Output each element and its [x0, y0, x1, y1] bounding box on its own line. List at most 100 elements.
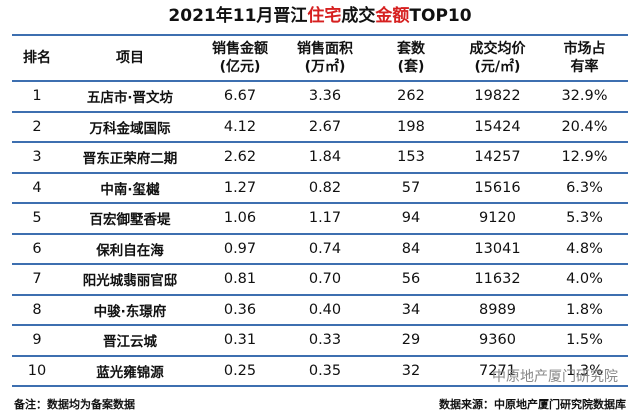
- table-cell: 阳光城翡丽官邸: [62, 263, 198, 296]
- table-cell: 0.82: [282, 171, 368, 204]
- table-cell: 0.31: [198, 324, 282, 357]
- table-cell: 262: [368, 80, 454, 113]
- header-cell: 市场占 有率: [541, 34, 628, 82]
- table-cell: 1.5%: [541, 324, 628, 357]
- table-row: 10 蓝光雍锦源 0.25 0.35 32 7271 1.3%: [12, 354, 628, 387]
- header-cell: 销售金额 (亿元): [198, 34, 282, 82]
- table-cell: 7: [12, 263, 62, 296]
- header-line: 成交均价: [469, 41, 526, 57]
- header-row: 排名 项目 销售金额 (亿元) 销售面积 (万㎡) 套数 (套) 成交均价 (元/㎡) 市场占 有率: [12, 34, 628, 82]
- table-cell: 3.36: [282, 80, 368, 113]
- table-cell: 保利自在海: [62, 232, 198, 265]
- table-cell: 20.4%: [541, 110, 628, 143]
- table: 排名 项目 销售金额 (亿元) 销售面积 (万㎡) 套数 (套) 成交均价 (元/㎡) 市场占 有率 …: [12, 34, 628, 387]
- table-cell: 11632: [454, 263, 541, 296]
- header-cell: 套数 (套): [368, 34, 454, 82]
- table-cell: 中骏·东璟府: [62, 293, 198, 326]
- table-cell: 8989: [454, 293, 541, 326]
- table-cell: 153: [368, 141, 454, 174]
- table-cell: 五店市·晋文坊: [62, 80, 198, 113]
- header-line: 有率: [570, 59, 599, 75]
- title-part: 2021年11月晋江: [168, 6, 308, 26]
- header-cell: 销售面积 (万㎡): [282, 34, 368, 82]
- title-part: TOP10: [409, 6, 472, 26]
- table-cell: 1.17: [282, 202, 368, 235]
- table-cell: 8: [12, 293, 62, 326]
- table-cell: 9: [12, 324, 62, 357]
- table-cell: 7271: [454, 354, 541, 387]
- header-line: (亿元): [219, 59, 261, 75]
- table-cell: 84: [368, 232, 454, 265]
- table-cell: 0.36: [198, 293, 282, 326]
- table-cell: 0.70: [282, 263, 368, 296]
- table-cell: 百宏御墅香堤: [62, 202, 198, 235]
- table-cell: 12.9%: [541, 141, 628, 174]
- table-cell: 0.74: [282, 232, 368, 265]
- header-cell: 成交均价 (元/㎡): [454, 34, 541, 82]
- table-cell: 0.81: [198, 263, 282, 296]
- table-cell: 15616: [454, 171, 541, 204]
- table-cell: 1.84: [282, 141, 368, 174]
- table-cell: 4.12: [198, 110, 282, 143]
- table-row: 3 晋东正荣府二期 2.62 1.84 153 14257 12.9%: [12, 141, 628, 174]
- table-row: 9 晋江云城 0.31 0.33 29 9360 1.5%: [12, 324, 628, 357]
- table-cell: 0.33: [282, 324, 368, 357]
- table-cell: 1.3%: [541, 354, 628, 387]
- table-cell: 32.9%: [541, 80, 628, 113]
- table-cell: 2: [12, 110, 62, 143]
- table-cell: 198: [368, 110, 454, 143]
- table-cell: 9360: [454, 324, 541, 357]
- table-cell: 1: [12, 80, 62, 113]
- table-cell: 万科金域国际: [62, 110, 198, 143]
- table-cell: 3: [12, 141, 62, 174]
- header-line: 销售面积: [297, 41, 353, 57]
- table-row: 1 五店市·晋文坊 6.67 3.36 262 19822 32.9%: [12, 80, 628, 113]
- title-part: 金额: [375, 6, 410, 26]
- table-cell: 0.25: [198, 354, 282, 387]
- footer-source: 数据来源：中原地产厦门研究院数据库: [439, 398, 626, 411]
- table-cell: 1.06: [198, 202, 282, 235]
- table-cell: 2.62: [198, 141, 282, 174]
- footer-note: 备注：数据均为备案数据: [14, 398, 135, 411]
- title-part: 成交: [341, 6, 376, 26]
- table-body: 1 五店市·晋文坊 6.67 3.36 262 19822 32.9% 2 万科金域国际 4.12…: [12, 80, 628, 387]
- table-cell: 13041: [454, 232, 541, 265]
- table-cell: 15424: [454, 110, 541, 143]
- table-cell: 晋东正荣府二期: [62, 141, 198, 174]
- table-cell: 中南·玺樾: [62, 171, 198, 204]
- header-line: 市场占: [563, 41, 606, 57]
- table-cell: 19822: [454, 80, 541, 113]
- table-cell: 6.67: [198, 80, 282, 113]
- header-line: (万㎡): [304, 59, 346, 75]
- table-cell: 56: [368, 263, 454, 296]
- table-row: 2 万科金域国际 4.12 2.67 198 15424 20.4%: [12, 110, 628, 143]
- header-line: 套数: [397, 41, 425, 57]
- table-cell: 0.35: [282, 354, 368, 387]
- table-cell: 蓝光雍锦源: [62, 354, 198, 387]
- table-cell: 0.40: [282, 293, 368, 326]
- table-cell: 4.0%: [541, 263, 628, 296]
- table-cell: 32: [368, 354, 454, 387]
- table-row: 5 百宏御墅香堤 1.06 1.17 94 9120 5.3%: [12, 202, 628, 235]
- table-cell: 14257: [454, 141, 541, 174]
- table-cell: 29: [368, 324, 454, 357]
- table-cell: 1.8%: [541, 293, 628, 326]
- table-cell: 6.3%: [541, 171, 628, 204]
- table-cell: 4.8%: [541, 232, 628, 265]
- table-cell: 0.97: [198, 232, 282, 265]
- header-line: (元/㎡): [474, 59, 521, 75]
- table-cell: 94: [368, 202, 454, 235]
- table-cell: 4: [12, 171, 62, 204]
- table-cell: 晋江云城: [62, 324, 198, 357]
- table-cell: 5.3%: [541, 202, 628, 235]
- header-line: 排名: [23, 50, 51, 66]
- table-row: 7 阳光城翡丽官邸 0.81 0.70 56 11632 4.0%: [12, 263, 628, 296]
- table-cell: 1.27: [198, 171, 282, 204]
- header-cell: 排名: [12, 34, 62, 82]
- table-cell: 9120: [454, 202, 541, 235]
- watermark: 中原地产厦门研究院: [492, 369, 618, 385]
- table-cell: 57: [368, 171, 454, 204]
- table-cell: 10: [12, 354, 62, 387]
- table-cell: 6: [12, 232, 62, 265]
